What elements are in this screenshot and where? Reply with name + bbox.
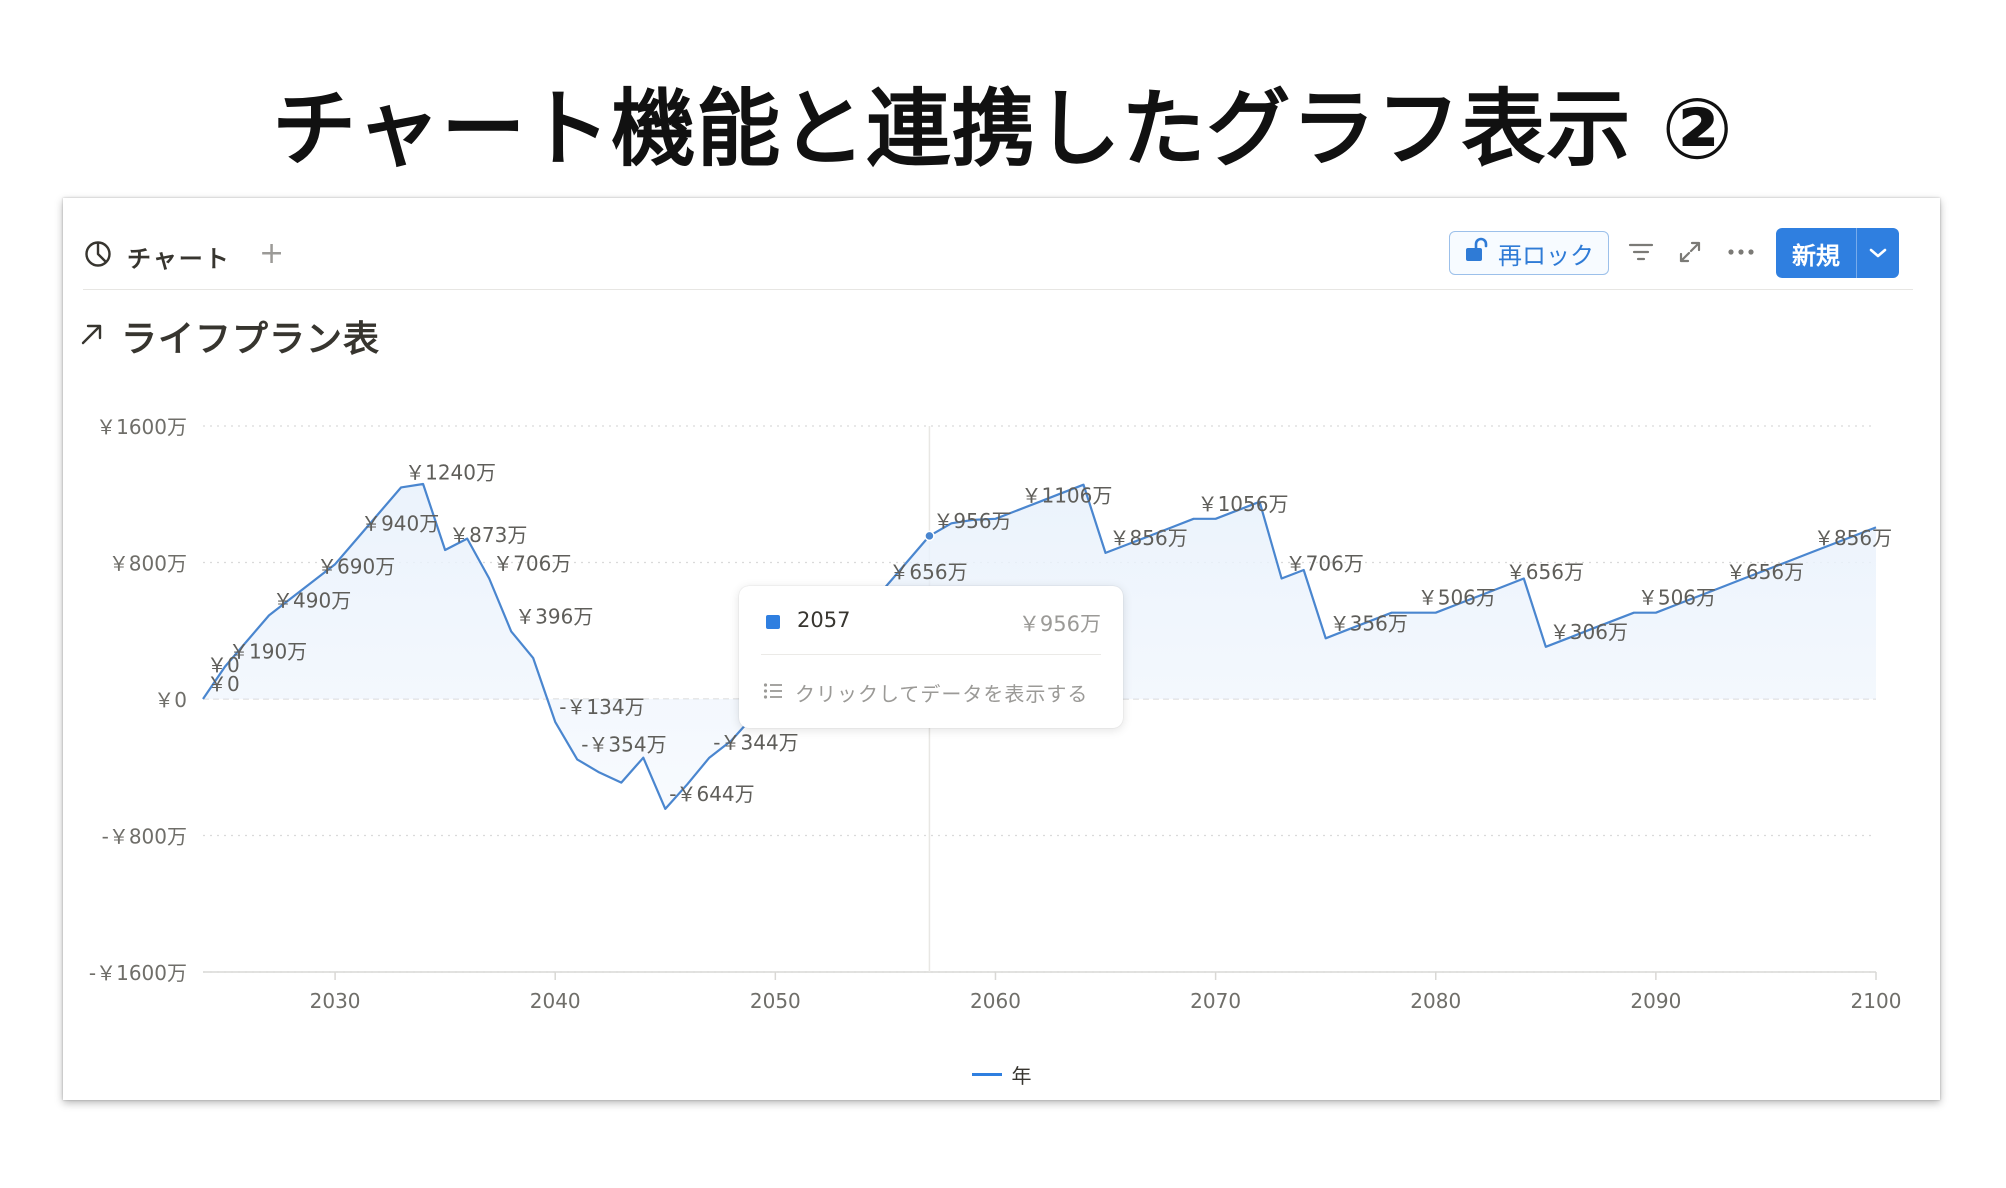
add-view-button[interactable]: + — [259, 236, 285, 271]
new-button[interactable]: 新規 — [1776, 228, 1899, 278]
tooltip-year: 2057 — [797, 608, 851, 632]
data-label: ￥356万 — [1330, 611, 1408, 635]
x-tick-label: 2080 — [1410, 989, 1461, 1013]
list-icon — [763, 682, 783, 704]
data-label: ￥956万 — [933, 509, 1011, 533]
data-label: ￥490万 — [273, 588, 351, 612]
tooltip-hint-button[interactable]: クリックしてデータを表示する — [763, 678, 1088, 707]
data-label: ￥0 — [207, 653, 240, 677]
data-label: ￥0 — [207, 672, 240, 696]
x-tick-label: 2100 — [1851, 989, 1902, 1013]
data-label: ￥306万 — [1550, 620, 1628, 644]
data-label: ￥656万 — [1726, 560, 1804, 584]
x-tick-label: 2050 — [750, 989, 801, 1013]
new-dropdown-button[interactable] — [1856, 228, 1899, 278]
data-label: ￥1056万 — [1198, 492, 1289, 516]
tooltip-hint: クリックしてデータを表示する — [795, 682, 1089, 706]
tooltip-swatch — [766, 615, 780, 629]
more-icon[interactable] — [1726, 237, 1756, 267]
slide-title: チャート機能と連携したグラフ表示 ② — [272, 80, 1734, 178]
relock-label: 再ロック — [1498, 241, 1594, 270]
tab-chart-label: チャート — [127, 244, 231, 273]
x-tick-label: 2030 — [310, 989, 361, 1013]
y-tick-label: ￥800万 — [109, 552, 187, 576]
data-label: -￥344万 — [713, 731, 798, 755]
legend-label: 年 — [1011, 1064, 1032, 1088]
data-label: ￥940万 — [361, 512, 439, 536]
data-label: ￥656万 — [1506, 560, 1584, 584]
filter-icon[interactable] — [1626, 237, 1656, 267]
legend-swatch — [971, 1073, 1002, 1076]
new-button-label: 新規 — [1792, 241, 1840, 270]
data-label: ￥1106万 — [1021, 483, 1112, 507]
view-toolbar: チャート + 再ロック — [83, 228, 1913, 290]
series-line — [202, 482, 1877, 810]
y-tick-label: ￥0 — [154, 688, 187, 712]
tab-chart[interactable]: チャート — [83, 236, 231, 276]
x-tick-label: 2090 — [1630, 989, 1681, 1013]
expand-icon[interactable] — [1675, 237, 1705, 267]
data-label: ￥856万 — [1814, 526, 1892, 550]
data-label: -￥134万 — [559, 695, 644, 719]
x-tick-label: 2040 — [530, 989, 581, 1013]
y-tick-label: -￥800万 — [102, 825, 187, 849]
y-tick-label: -￥1600万 — [89, 961, 187, 985]
tooltip-value: ￥956万 — [1018, 612, 1101, 636]
data-label: ￥190万 — [229, 640, 307, 664]
x-tick-label: 2070 — [1190, 989, 1241, 1013]
pie-chart-icon — [83, 239, 113, 273]
data-label: ￥690万 — [317, 554, 395, 578]
data-label: -￥354万 — [581, 732, 666, 756]
chart-title: ライフプラン表 — [121, 319, 381, 360]
unlock-icon — [1464, 237, 1488, 269]
data-label: -￥644万 — [669, 782, 754, 806]
relock-button[interactable]: 再ロック — [1449, 231, 1609, 275]
y-tick-label: ￥1600万 — [96, 415, 187, 439]
data-label: ￥506万 — [1638, 586, 1716, 610]
data-label: ￥396万 — [515, 604, 593, 628]
data-label: ￥656万 — [889, 560, 967, 584]
data-label: ￥706万 — [1286, 552, 1364, 576]
data-label: ￥1240万 — [405, 460, 496, 484]
x-tick-label: 2060 — [970, 989, 1021, 1013]
hover-point — [924, 530, 935, 542]
data-label: ￥506万 — [1418, 586, 1496, 610]
chart-tooltip[interactable]: 2057 ￥956万 クリックしてデータを表示する — [739, 586, 1123, 728]
data-label: ￥856万 — [1110, 526, 1188, 550]
chevron-down-icon — [1868, 244, 1888, 263]
chart-title-row: ライフプラン表 — [79, 310, 380, 362]
data-label: ￥873万 — [449, 523, 527, 547]
chart-legend[interactable]: 年 — [63, 1060, 1940, 1089]
arrow-up-right-icon[interactable] — [79, 321, 105, 351]
chart-panel: チャート + 再ロック — [63, 198, 1940, 1100]
data-label: ￥706万 — [493, 552, 571, 576]
tooltip-divider — [761, 654, 1101, 655]
